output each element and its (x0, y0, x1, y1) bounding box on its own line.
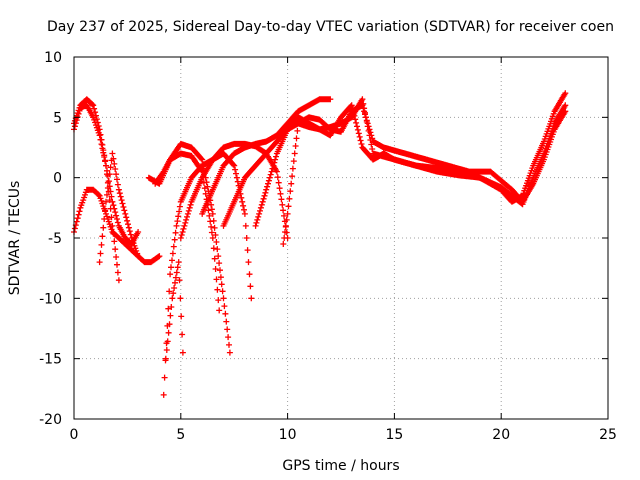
series-markers (162, 259, 186, 362)
series-track-4 (96, 150, 142, 266)
y-tick-label: 10 (44, 50, 62, 66)
data-series (71, 90, 569, 398)
series-track-12 (252, 96, 569, 229)
series-track-6 (152, 150, 223, 314)
series-markers (280, 102, 569, 247)
x-tick-label: 10 (279, 427, 297, 443)
x-tick-label: 20 (492, 427, 510, 443)
axis-ticks: 0 5 10 15 20 25 -20 -15 -10 -5 0 5 10 (39, 50, 617, 443)
x-axis-label: GPS time / hours (282, 458, 399, 474)
series-track-8 (162, 259, 186, 362)
x-tick-label: 25 (599, 427, 617, 443)
x-tick-label: 15 (385, 427, 403, 443)
y-tick-label: -5 (48, 231, 62, 247)
series-markers (152, 150, 223, 314)
series-markers (252, 96, 569, 229)
y-tick-label: -15 (39, 352, 62, 368)
series-markers (96, 150, 142, 266)
y-tick-label: 5 (53, 110, 62, 126)
series-markers (199, 96, 334, 217)
y-tick-label: -10 (39, 291, 62, 307)
y-tick-label: -20 (39, 412, 62, 428)
series-track-10 (199, 96, 334, 217)
y-tick-label: 0 (53, 171, 62, 187)
chart-title: Day 237 of 2025, Sidereal Day-to-day VTE… (47, 19, 614, 35)
x-tick-label: 5 (176, 427, 185, 443)
x-tick-label: 0 (70, 427, 79, 443)
y-axis-label: SDTVAR / TECUs (7, 181, 23, 296)
grid-lines (74, 57, 608, 419)
series-track-13 (280, 102, 569, 247)
